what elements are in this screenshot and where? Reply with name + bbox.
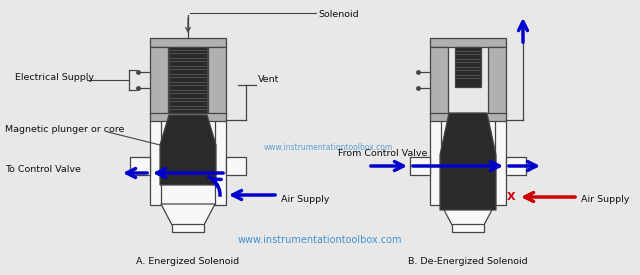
Bar <box>226 157 246 175</box>
Bar <box>410 157 430 175</box>
Bar <box>441 120 495 205</box>
Bar <box>172 224 204 232</box>
Bar <box>506 157 526 175</box>
Text: A. Energized Solenoid: A. Energized Solenoid <box>136 257 239 266</box>
Text: www.instrumentationtoolbox.com: www.instrumentationtoolbox.com <box>264 144 392 153</box>
Text: Air Supply: Air Supply <box>281 196 330 205</box>
Text: www.instrumentationtoolbox.com: www.instrumentationtoolbox.com <box>237 235 403 245</box>
Bar <box>150 120 226 205</box>
Text: From Control Valve: From Control Valve <box>338 148 428 158</box>
Text: X: X <box>507 192 515 202</box>
Bar <box>169 47 207 113</box>
Bar <box>488 47 506 115</box>
Bar <box>452 224 484 232</box>
Bar <box>150 38 226 47</box>
Text: Electrical Supply: Electrical Supply <box>15 73 94 82</box>
Text: Magnetic plunger or core: Magnetic plunger or core <box>5 125 124 134</box>
Polygon shape <box>161 204 215 225</box>
Bar <box>208 47 226 115</box>
Text: To Control Valve: To Control Valve <box>5 166 81 175</box>
Text: Vent: Vent <box>258 76 280 84</box>
Polygon shape <box>440 113 496 210</box>
Text: Solenoid: Solenoid <box>318 10 358 19</box>
Text: Air Supply: Air Supply <box>581 196 629 205</box>
Bar <box>430 120 506 205</box>
Bar <box>130 157 150 175</box>
Bar <box>430 38 506 47</box>
Bar <box>150 113 226 121</box>
Bar <box>455 47 481 87</box>
Bar <box>150 47 168 115</box>
Bar <box>430 113 506 121</box>
Polygon shape <box>160 115 216 185</box>
Bar <box>430 47 448 115</box>
Polygon shape <box>441 204 495 225</box>
Text: B. De-Energized Solenoid: B. De-Energized Solenoid <box>408 257 528 266</box>
Bar <box>161 120 215 205</box>
